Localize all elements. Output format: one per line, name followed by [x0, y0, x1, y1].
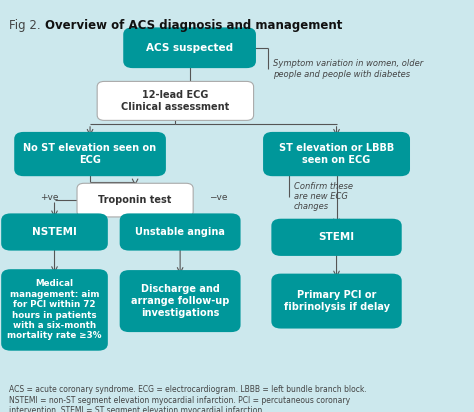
FancyBboxPatch shape	[119, 213, 241, 250]
Text: −ve: −ve	[209, 193, 228, 202]
Text: No ST elevation seen on
ECG: No ST elevation seen on ECG	[24, 143, 156, 165]
Text: Troponin test: Troponin test	[99, 195, 172, 205]
FancyBboxPatch shape	[1, 269, 108, 351]
Text: Overview of ACS diagnosis and management: Overview of ACS diagnosis and management	[45, 19, 342, 32]
Text: Fig 2.: Fig 2.	[9, 19, 45, 32]
Text: Symptom variation in women, older
people and people with diabetes: Symptom variation in women, older people…	[273, 59, 423, 79]
FancyBboxPatch shape	[1, 213, 108, 250]
FancyBboxPatch shape	[97, 82, 254, 120]
Text: NSTEMI: NSTEMI	[32, 227, 77, 237]
Text: Unstable angina: Unstable angina	[135, 227, 225, 237]
FancyBboxPatch shape	[123, 27, 256, 68]
FancyBboxPatch shape	[263, 132, 410, 176]
FancyBboxPatch shape	[14, 132, 166, 176]
Text: 12-lead ECG
Clinical assessment: 12-lead ECG Clinical assessment	[121, 90, 229, 112]
Text: Primary PCI or
fibrinolysis if delay: Primary PCI or fibrinolysis if delay	[283, 290, 390, 312]
Text: Confirm these
are new ECG
changes: Confirm these are new ECG changes	[294, 182, 353, 211]
FancyBboxPatch shape	[77, 183, 193, 217]
Text: ST elevation or LBBB
seen on ECG: ST elevation or LBBB seen on ECG	[279, 143, 394, 165]
Text: ACS = acute coronary syndrome. ECG = electrocardiogram. LBBB = left bundle branc: ACS = acute coronary syndrome. ECG = ele…	[9, 385, 367, 412]
FancyBboxPatch shape	[271, 274, 401, 328]
Text: STEMI: STEMI	[319, 232, 355, 242]
Text: +ve: +ve	[40, 193, 59, 202]
Text: ACS suspected: ACS suspected	[146, 43, 233, 53]
Text: Discharge and
arrange follow-up
investigations: Discharge and arrange follow-up investig…	[131, 285, 229, 318]
FancyBboxPatch shape	[271, 219, 401, 256]
Text: Medical
management: aim
for PCI within 72
hours in patients
with a six-month
mor: Medical management: aim for PCI within 7…	[7, 279, 102, 340]
FancyBboxPatch shape	[119, 270, 241, 332]
